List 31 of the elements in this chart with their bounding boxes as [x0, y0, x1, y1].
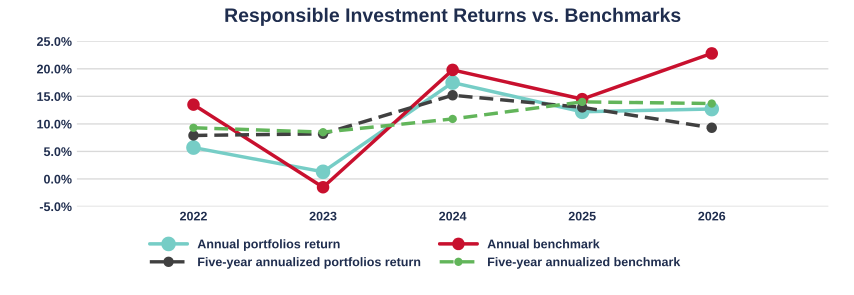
- point: [706, 47, 718, 60]
- point: [316, 180, 330, 194]
- x-tick-label: 2026: [698, 212, 726, 221]
- x-tick-label: 2025: [568, 212, 596, 221]
- point: [188, 130, 199, 141]
- point: [186, 140, 201, 155]
- y-tick-label: 15.0%: [37, 92, 72, 102]
- legend-label: Five-year annualized portfolios return: [198, 257, 420, 269]
- legend-label: Annual benchmark: [487, 239, 600, 248]
- point: [189, 124, 198, 132]
- point: [708, 99, 716, 108]
- legend-label: Annual portfolios return: [198, 239, 340, 251]
- point: [445, 75, 460, 90]
- point: [448, 114, 457, 124]
- x-tick-label: 2022: [180, 212, 207, 221]
- y-tick-label: 5.0%: [44, 147, 72, 156]
- legend-label: Five-year annualized benchmark: [488, 257, 680, 269]
- point: [316, 164, 330, 180]
- x-tick-label: 2023: [310, 212, 336, 221]
- chart-title: Responsible Investment Returns vs. Benchmarks: [225, 8, 680, 26]
- y-tick-label: 0.0%: [44, 174, 72, 184]
- point: [447, 90, 458, 100]
- x-tick-label: 2024: [439, 212, 466, 221]
- point: [318, 128, 328, 136]
- y-tick-label: 20.0%: [36, 64, 72, 74]
- y-tick-label: 10.0%: [37, 120, 72, 129]
- y-tick-label: -5.0%: [40, 202, 72, 212]
- point: [187, 98, 200, 111]
- point: [446, 64, 459, 76]
- point: [706, 122, 717, 133]
- y-tick-label: 25.0%: [36, 37, 72, 46]
